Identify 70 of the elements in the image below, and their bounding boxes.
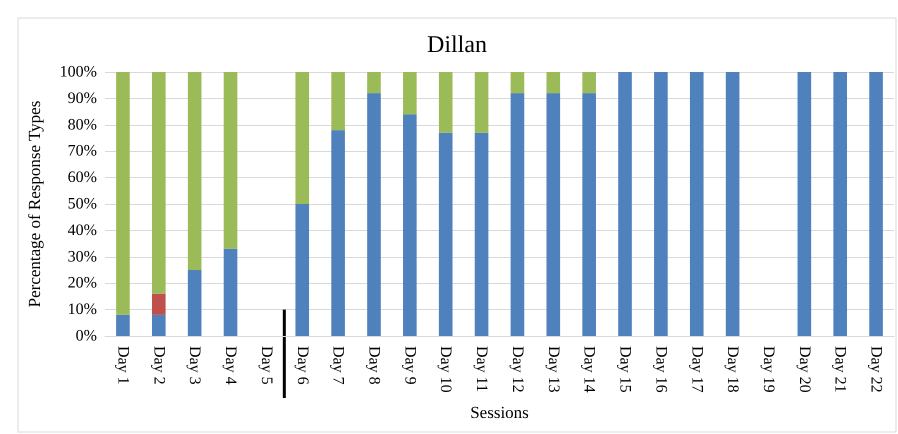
bar [474, 72, 488, 133]
bar [188, 72, 202, 270]
x-tick-label: Day 14 [580, 346, 598, 393]
bar [403, 114, 417, 336]
bar [224, 72, 238, 249]
y-tick-label: 90% [68, 90, 97, 107]
bar [474, 132, 488, 336]
y-tick-label: 0% [76, 328, 97, 344]
x-tick-label: Day 18 [724, 346, 742, 393]
x-tick-label: Day 16 [652, 346, 670, 393]
bar [188, 270, 202, 336]
x-tick-label: Day 4 [222, 346, 240, 385]
bar [331, 72, 345, 130]
bar [224, 248, 238, 336]
bar [331, 130, 345, 336]
bar [582, 72, 596, 94]
bar [152, 72, 166, 294]
bar [654, 72, 668, 336]
x-axis-title: Sessions [470, 403, 529, 422]
y-axis-title: Percentage of Response Types [25, 100, 44, 308]
y-tick-label: 40% [68, 222, 97, 239]
bar [510, 93, 524, 336]
bar [690, 72, 704, 336]
x-tick-label: Day 2 [150, 346, 168, 385]
bar [510, 72, 524, 94]
y-tick-label: 70% [68, 142, 97, 160]
bar [116, 72, 130, 315]
bar [618, 72, 632, 336]
bar [546, 93, 560, 336]
y-tick-label: 10% [68, 301, 97, 318]
bar [869, 72, 883, 336]
y-tick-label: 60% [68, 169, 97, 186]
x-tick-label: Day 20 [796, 346, 813, 393]
x-tick-label: Day 22 [868, 346, 885, 393]
x-tick-label: Day 9 [401, 346, 418, 385]
chart-title: Dillan [427, 32, 487, 58]
bar [152, 314, 166, 336]
x-tick-label: Day 1 [114, 346, 132, 385]
x-tick-label: Day 5 [258, 346, 275, 385]
bar [582, 93, 596, 336]
x-tick-label: Day 6 [294, 346, 311, 385]
x-tick-label: Day 11 [473, 346, 490, 392]
bar [403, 72, 417, 114]
y-tick-label: 30% [68, 248, 97, 266]
x-tick-label: Day 10 [437, 346, 454, 393]
x-tick-label: Day 8 [365, 346, 382, 385]
x-tick-label: Day 3 [186, 346, 204, 385]
bar [116, 314, 130, 336]
bar [367, 72, 381, 94]
x-tick-label: Day 19 [760, 346, 777, 393]
bar [798, 72, 812, 336]
x-tick-label: Day 7 [330, 346, 347, 385]
bar [152, 294, 166, 315]
x-tick-label: Day 21 [832, 346, 849, 393]
x-tick-label: Day 13 [544, 346, 562, 393]
y-tick-label: 50% [68, 196, 97, 212]
y-tick-label: 100% [60, 64, 97, 80]
bar [726, 72, 740, 336]
bar [438, 132, 453, 336]
bar [295, 72, 310, 204]
y-tick-label: 20% [68, 274, 97, 292]
bar [833, 72, 848, 336]
x-tick-label: Day 12 [508, 346, 526, 393]
bar [546, 72, 560, 94]
x-tick-label: Day 15 [616, 346, 634, 393]
bar [295, 204, 310, 336]
bar [367, 93, 381, 336]
bar [438, 72, 453, 133]
x-tick-label: Day 17 [688, 346, 706, 393]
y-tick-label: 80% [68, 116, 97, 134]
